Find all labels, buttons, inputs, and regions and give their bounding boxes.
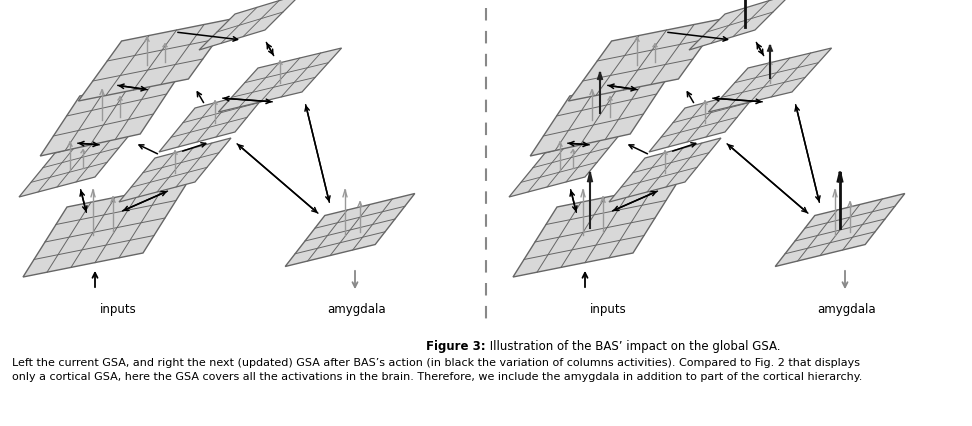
Polygon shape xyxy=(19,133,131,197)
Polygon shape xyxy=(119,138,231,202)
Text: only a cortical GSA, here the GSA covers all the activations in the brain. There: only a cortical GSA, here the GSA covers… xyxy=(12,372,862,382)
Polygon shape xyxy=(709,48,832,112)
Polygon shape xyxy=(509,133,621,197)
Polygon shape xyxy=(199,0,301,50)
Polygon shape xyxy=(513,183,677,277)
Polygon shape xyxy=(609,138,721,202)
Polygon shape xyxy=(285,193,415,267)
Polygon shape xyxy=(159,88,271,152)
Text: Left the current GSA, and right the next (updated) GSA after BAS’s action (in bl: Left the current GSA, and right the next… xyxy=(12,358,860,368)
Text: Figure 3:: Figure 3: xyxy=(427,340,486,353)
Polygon shape xyxy=(530,74,670,156)
Text: inputs: inputs xyxy=(100,303,137,316)
Polygon shape xyxy=(40,74,180,156)
Text: inputs: inputs xyxy=(590,303,627,316)
Text: Illustration of the BAS’ impact on the global GSA.: Illustration of the BAS’ impact on the g… xyxy=(486,340,781,353)
Text: amygdala: amygdala xyxy=(327,303,386,316)
Polygon shape xyxy=(23,183,187,277)
Text: amygdala: amygdala xyxy=(817,303,876,316)
Polygon shape xyxy=(79,19,231,101)
Polygon shape xyxy=(569,19,721,101)
Polygon shape xyxy=(689,0,791,50)
Polygon shape xyxy=(776,193,905,267)
Polygon shape xyxy=(649,88,761,152)
Polygon shape xyxy=(219,48,341,112)
